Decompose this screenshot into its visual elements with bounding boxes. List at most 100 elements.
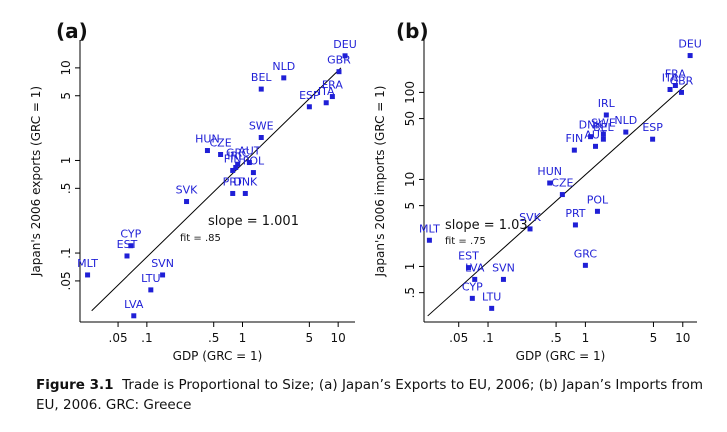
x-tick-label: .5: [550, 331, 561, 345]
fit-line: [427, 83, 688, 317]
point-label: ESP: [299, 89, 320, 102]
point: [469, 295, 475, 301]
annotation: fit = .85: [180, 233, 221, 244]
y-tick-label: 100: [403, 81, 417, 104]
y-axis-title: Japan's 2006 imports (GRC = 1): [373, 86, 387, 278]
y-tick-label: 1: [403, 263, 417, 271]
point: [687, 53, 693, 59]
point-label: BEL: [251, 71, 272, 84]
y-tick-label: .5: [59, 183, 73, 194]
point: [465, 265, 471, 271]
point: [131, 313, 137, 319]
point: [547, 180, 553, 186]
point-label: FRA: [665, 68, 687, 81]
point: [85, 272, 91, 278]
x-tick-label: 10: [331, 331, 346, 345]
point: [258, 86, 264, 92]
fit-line: [91, 67, 342, 312]
point: [124, 253, 130, 259]
point: [582, 262, 588, 268]
y-tick-label: .1: [59, 247, 73, 258]
point: [246, 160, 252, 166]
panel-label: (b): [396, 19, 429, 43]
point: [281, 75, 287, 81]
y-tick-label: 50: [403, 111, 417, 126]
point-label: GBR: [327, 54, 351, 67]
x-axis-title: GDP (GRC = 1): [516, 349, 606, 363]
point: [323, 100, 329, 106]
point: [306, 104, 312, 110]
point: [527, 226, 533, 232]
x-tick-label: 1: [582, 331, 590, 345]
point-label: EST: [458, 250, 479, 263]
x-tick-label: 1: [239, 331, 247, 345]
y-tick-label: 5: [59, 92, 73, 100]
point: [572, 222, 578, 228]
caption: Figure 3.1 Trade is Proportional to Size…: [36, 375, 716, 415]
y-tick-label: .5: [403, 287, 417, 298]
point-label: GRC: [226, 146, 250, 159]
point-label: SVK: [519, 211, 542, 224]
point: [336, 69, 342, 75]
point-label: NLD: [614, 114, 637, 127]
point-label: GRC: [574, 247, 598, 260]
x-axis-title: GDP (GRC = 1): [173, 349, 263, 363]
point-label: HUN: [537, 165, 562, 178]
point-label: CYP: [120, 228, 141, 241]
point-label: AUT: [584, 128, 607, 141]
point: [230, 190, 236, 196]
point: [250, 170, 256, 176]
point: [233, 164, 239, 170]
point-label: EST: [117, 238, 138, 251]
x-tick-label: .5: [208, 331, 219, 345]
point-label: LTU: [141, 272, 160, 285]
point-label: DEU: [333, 38, 356, 51]
point-label: IRL: [598, 97, 616, 110]
y-tick-label: 10: [59, 60, 73, 75]
point-label: ITA: [662, 71, 679, 84]
point-label: LTU: [482, 290, 501, 303]
point: [588, 134, 594, 140]
point: [204, 148, 210, 154]
y-tick-label: 5: [403, 202, 417, 210]
point: [342, 53, 348, 59]
point: [148, 287, 154, 293]
point-label: ESP: [642, 121, 663, 134]
point: [329, 94, 335, 100]
point-label: MLT: [419, 222, 440, 235]
point-label: CZE: [210, 136, 232, 149]
point-label: GBR: [670, 74, 694, 87]
y-tick-label: 10: [403, 172, 417, 187]
point-label: LVA: [465, 261, 485, 274]
point-label: HUN: [195, 133, 220, 146]
point: [426, 237, 432, 243]
point-label: CZE: [551, 177, 573, 190]
annotation: slope = 1.03: [445, 218, 528, 233]
annotation: fit = .75: [445, 236, 486, 247]
point-label: BEL: [593, 121, 614, 134]
point-label: SWE: [249, 120, 274, 133]
annotation: slope = 1.001: [208, 214, 299, 229]
point: [230, 167, 236, 173]
x-tick-label: 5: [306, 331, 314, 345]
point-label: CYP: [462, 280, 483, 293]
caption-text: Trade is Proportional to Size; (a) Japan…: [36, 377, 703, 413]
x-tick-label: 10: [675, 331, 690, 345]
point-label: IRL: [227, 149, 245, 162]
point-label: DNK: [579, 119, 604, 132]
point: [472, 276, 478, 282]
point: [559, 192, 565, 198]
y-axis-title: Japan's 2006 exports (GRC = 1): [29, 86, 43, 277]
point: [678, 89, 684, 95]
point: [667, 86, 673, 92]
point-label: ITA: [318, 85, 335, 98]
point: [500, 276, 506, 282]
y-tick-label: .05: [59, 271, 73, 290]
x-tick-label: .05: [109, 331, 128, 345]
point: [242, 190, 248, 196]
point: [594, 208, 600, 214]
point-label: NLD: [272, 60, 295, 73]
point: [600, 136, 606, 142]
point: [128, 243, 134, 249]
